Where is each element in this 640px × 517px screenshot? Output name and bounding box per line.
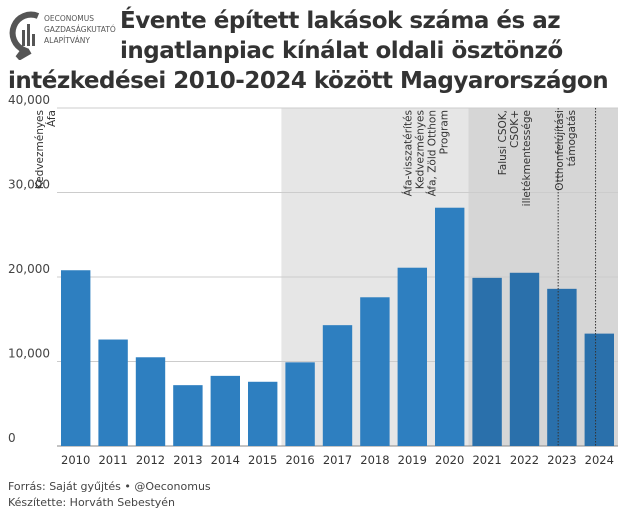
x-tick-label: 2018: [360, 453, 389, 467]
annotation-label: illetékmentessége: [521, 110, 533, 206]
x-tick-label: 2010: [61, 453, 90, 467]
annotation-label: támogatás: [566, 110, 578, 166]
author-note: Készítette: Horváth Sebestyén: [8, 496, 176, 509]
x-tick-label: 2014: [211, 453, 240, 467]
x-tick-label: 2020: [435, 453, 464, 467]
x-tick-label: 2013: [173, 453, 202, 467]
bar-2024: [584, 333, 614, 446]
x-tick-label: 2021: [472, 453, 501, 467]
chart-title: Évente épített lakások száma és az ingat…: [120, 6, 563, 66]
bar-2019: [397, 267, 427, 446]
y-tick-label: 0: [8, 431, 16, 445]
logo-line: OECONOMUS: [44, 14, 95, 23]
annotation-label: Falusi CSOK,: [497, 110, 509, 175]
y-tick-label: 20,000: [8, 262, 50, 276]
bar-2012: [135, 357, 166, 446]
x-tick-label: 2017: [323, 453, 352, 467]
title-line: Évente épített lakások száma és az: [120, 8, 561, 34]
annotation-label: Otthonfelújítási: [554, 110, 566, 191]
source-note: Forrás: Saját gyűjtés • @Oeconomus: [8, 480, 211, 493]
x-tick-label: 2016: [285, 453, 314, 467]
x-tick-label: 2022: [510, 453, 539, 467]
annotation-label: Áfa, Zöld Otthon: [426, 110, 439, 196]
bar-2010: [61, 270, 91, 446]
bar-2021: [472, 277, 502, 446]
x-tick-label: 2023: [547, 453, 576, 467]
y-tick-label: 10,000: [8, 347, 50, 361]
x-tick-label: 2012: [136, 453, 165, 467]
bar-2016: [285, 362, 315, 446]
bar-2014: [210, 375, 240, 446]
annotation-label: Áfa-visszatérítés: [402, 110, 415, 196]
y-tick-label: 40,000: [8, 93, 50, 107]
y-tick-label: 30,000: [8, 178, 50, 192]
bar-2018: [360, 297, 390, 446]
bar-2015: [248, 381, 278, 446]
title-line: ingatlanpiac kínálat oldali ösztönző: [120, 38, 563, 64]
title-line: intézkedései 2010-2024 között Magyarorsz…: [8, 68, 609, 94]
logo-text: OECONOMUS GAZDASÁGKUTATÓ ALAPÍTVÁNY: [44, 13, 116, 46]
annotation-label: Kedvezményes: [415, 110, 427, 189]
x-tick-label: 2019: [398, 453, 427, 467]
annotation-label: Program: [439, 110, 451, 154]
x-tick-label: 2024: [585, 453, 614, 467]
logo-line: GAZDASÁGKUTATÓ: [44, 25, 116, 34]
bar-2013: [173, 385, 203, 446]
x-tick-label: 2011: [98, 453, 127, 467]
bar-2023: [547, 288, 577, 446]
logo-line: ALAPÍTVÁNY: [44, 36, 90, 45]
annotation-label: Kedvezményes: [34, 110, 46, 189]
annotation-label: CSOK+: [509, 110, 521, 148]
bar-2011: [98, 339, 128, 446]
annotation-label: Áfa: [45, 110, 58, 127]
logo-icon: [9, 11, 40, 60]
x-tick-label: 2015: [248, 453, 277, 467]
bar-2022: [509, 272, 540, 446]
bar-2017: [322, 325, 353, 446]
bar-2020: [435, 207, 465, 446]
